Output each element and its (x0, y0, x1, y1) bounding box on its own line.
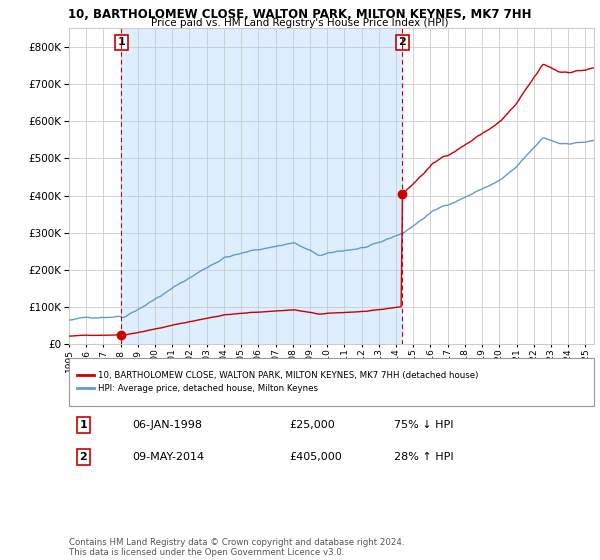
Text: 2: 2 (398, 38, 406, 48)
Text: £25,000: £25,000 (290, 420, 335, 430)
Legend: 10, BARTHOLOMEW CLOSE, WALTON PARK, MILTON KEYNES, MK7 7HH (detached house), HPI: 10, BARTHOLOMEW CLOSE, WALTON PARK, MILT… (73, 367, 482, 397)
Text: 1: 1 (118, 38, 125, 48)
Text: 06-JAN-1998: 06-JAN-1998 (132, 420, 202, 430)
Text: 09-MAY-2014: 09-MAY-2014 (132, 452, 204, 462)
Text: 1: 1 (79, 420, 87, 430)
Text: 75% ↓ HPI: 75% ↓ HPI (395, 420, 454, 430)
Text: 2: 2 (79, 452, 87, 462)
Text: 10, BARTHOLOMEW CLOSE, WALTON PARK, MILTON KEYNES, MK7 7HH: 10, BARTHOLOMEW CLOSE, WALTON PARK, MILT… (68, 8, 532, 21)
Text: Price paid vs. HM Land Registry's House Price Index (HPI): Price paid vs. HM Land Registry's House … (151, 18, 449, 28)
Bar (121, 28, 403, 344)
Text: 28% ↑ HPI: 28% ↑ HPI (395, 452, 454, 462)
Text: Contains HM Land Registry data © Crown copyright and database right 2024.
This d: Contains HM Land Registry data © Crown c… (69, 538, 404, 557)
Text: £405,000: £405,000 (290, 452, 342, 462)
